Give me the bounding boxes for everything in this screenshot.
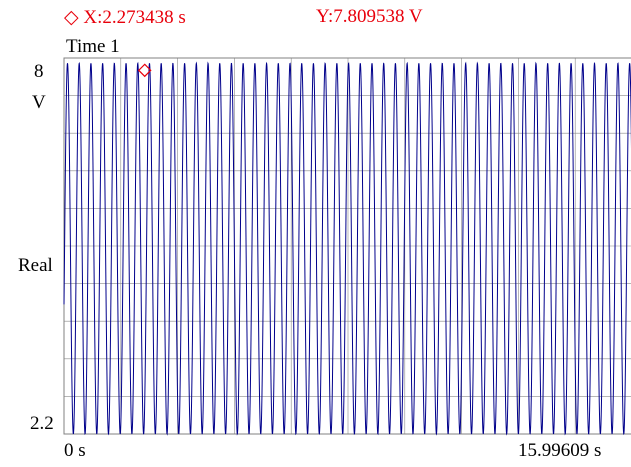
chart-title: Time 1	[66, 36, 120, 57]
x-tick-end-label: 15.99609 s	[518, 440, 602, 461]
cursor-x-readout: ◇ X:2.273438 s	[64, 6, 186, 29]
y-axis-label: Real	[18, 255, 53, 276]
cursor-diamond-icon[interactable]	[137, 63, 152, 78]
y-tick-bottom-label: 2.2	[30, 413, 54, 434]
cursor-marker-icon: ◇	[64, 7, 79, 28]
cursor-x-value: X:2.273438 s	[83, 7, 186, 28]
y-tick-top-label: 8	[34, 61, 44, 82]
x-tick-start-label: 0 s	[64, 440, 86, 461]
cursor-y-readout: Y:7.809538 V	[316, 6, 423, 27]
series-line	[63, 61, 631, 436]
plot-frame	[63, 57, 631, 435]
y-unit-label: V	[32, 92, 46, 113]
